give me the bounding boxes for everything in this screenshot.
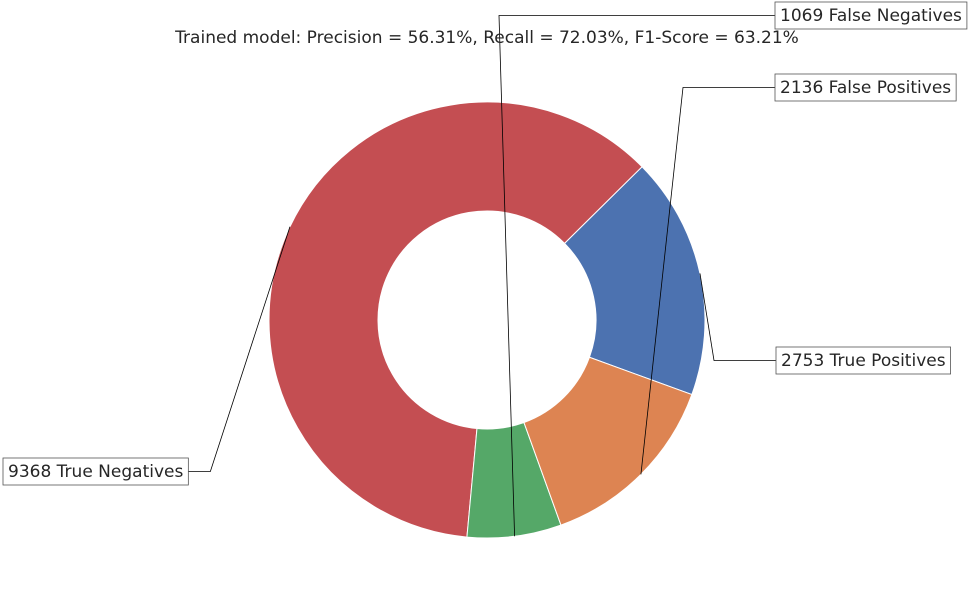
slices-group: [268, 101, 706, 539]
slice-label-box: [775, 346, 951, 375]
chart-title: Trained model: Precision = 56.31%, Recal…: [174, 28, 799, 48]
slice-2753-true-positives: [563, 166, 706, 396]
leader-line: [699, 273, 776, 361]
slice-label: 1069 False Negatives: [780, 6, 962, 26]
leader-line: [188, 226, 291, 472]
slice-label: 2136 False Positives: [780, 78, 951, 98]
slice-label: 9368 True Negatives: [8, 462, 183, 482]
leader-line: [640, 87, 775, 475]
slice-label-box: [774, 1, 968, 30]
slice-labels-group: 2753 True Positives 9368 True Negatives 10…: [2, 1, 968, 486]
slice-label-box: [774, 73, 957, 102]
leader-lines-group: [188, 15, 776, 537]
leader-line: [498, 15, 775, 537]
slice-label: 2753 True Positives: [781, 351, 946, 371]
slice-label-box: [2, 457, 189, 486]
slice-2136-false-positives: [523, 356, 693, 526]
slice-9368-true-negatives: [268, 101, 643, 538]
